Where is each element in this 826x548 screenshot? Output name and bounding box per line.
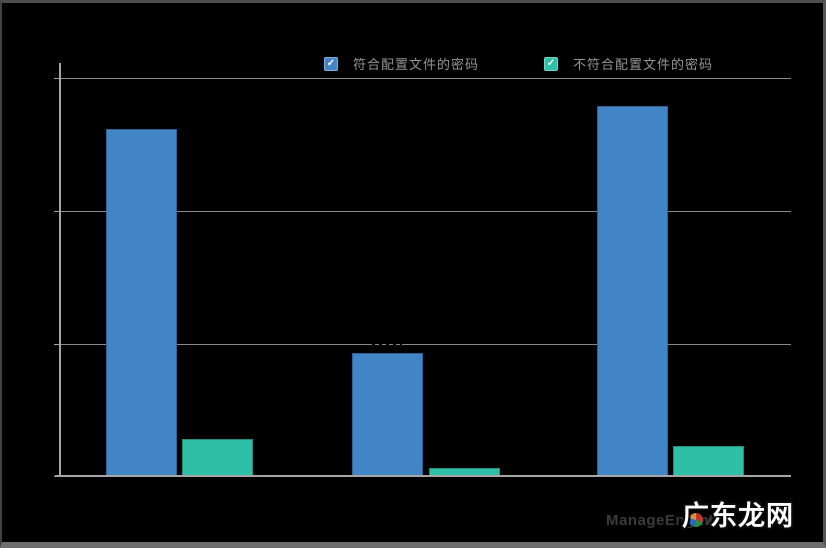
check-icon: ✓: [326, 57, 336, 69]
watermark-product-fragment-start: A: [706, 512, 718, 529]
bar-noncompliant-group3[interactable]: [673, 446, 744, 477]
x-axis-line: [55, 475, 791, 477]
checkbox-checked-icon[interactable]: ✓: [324, 56, 338, 71]
bar-noncompliant-group1[interactable]: [182, 439, 253, 477]
legend-label-compliant: 符合配置文件的密码: [353, 57, 480, 72]
y-axis-tick: [54, 211, 60, 212]
y-axis-tick: [54, 344, 60, 345]
site-watermark-overlay: 广东龙网: [682, 501, 794, 531]
y-axis-line: [59, 63, 61, 477]
y-axis-tick: [54, 78, 60, 79]
legend-item-noncompliant[interactable]: ✓ 不符合配置文件的密码: [544, 54, 713, 73]
bar-compliant-group1[interactable]: [106, 129, 177, 477]
checkbox-checked-icon[interactable]: ✓: [544, 56, 558, 71]
faint-bar-datalabel: [372, 341, 402, 346]
bar-compliant-group2[interactable]: [352, 353, 423, 477]
gridline-middle: [60, 211, 791, 212]
product-logo-icon: [689, 513, 703, 527]
watermark-product-fragment-end: s: [785, 512, 794, 529]
plot-area: [54, 63, 791, 477]
bar-compliant-group3[interactable]: [597, 106, 668, 477]
legend-item-compliant[interactable]: ✓ 符合配置文件的密码: [324, 54, 479, 73]
gridline-top: [60, 78, 791, 79]
gridline-lower: [60, 344, 791, 345]
check-icon: ✓: [546, 57, 556, 69]
legend-label-noncompliant: 不符合配置文件的密码: [573, 57, 714, 72]
